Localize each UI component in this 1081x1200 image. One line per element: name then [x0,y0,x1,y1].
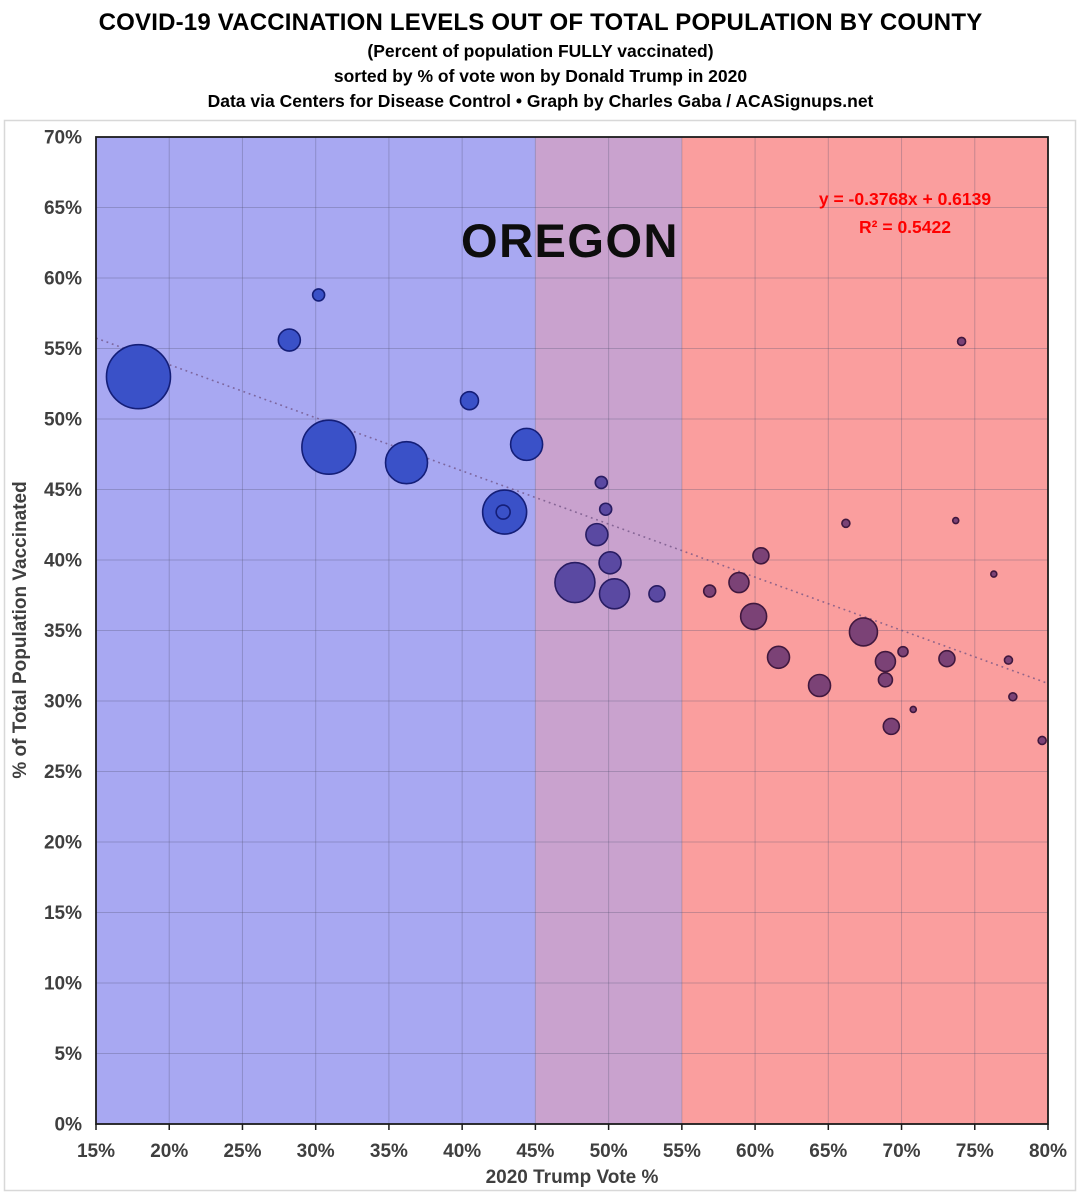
county-bubble [598,502,613,517]
county-bubble [766,645,791,670]
county-bubble [598,578,631,610]
y-axis-title: % of Total Population Vaccinated [10,481,31,778]
chart-subtitle: (Percent of population FULLY vaccinated) [367,41,714,61]
county-bubble [311,288,326,302]
county-bubble [509,427,544,462]
county-bubble [1003,655,1014,665]
county-bubble [1037,735,1047,746]
y-tick-label: 30% [44,692,82,713]
county-bubble [495,504,511,520]
y-tick-label: 20% [44,833,82,854]
trendline-equation: y = -0.3768x + 0.6139 [819,189,991,209]
chart-frame-border [3,119,1077,1192]
county-bubble [882,717,901,736]
y-tick-label: 25% [44,762,82,783]
county-bubble [648,585,666,603]
chart-title: COVID-19 VACCINATION LEVELS OUT OF TOTAL… [98,9,983,36]
county-bubble [752,546,770,565]
y-tick-label: 40% [44,551,82,572]
county-bubble [956,336,967,347]
county-bubble [585,522,609,547]
y-tick-label: 70% [44,128,82,149]
county-bubble [554,561,596,604]
y-tick-label: 50% [44,410,82,431]
chart-sort-note: sorted by % of vote won by Donald Trump … [333,66,748,86]
chart-credit: Data via Centers for Disease Control • G… [207,91,874,111]
county-bubble [909,705,918,714]
x-tick-label: 60% [736,1141,774,1162]
county-bubble [105,343,172,410]
county-bubble [277,328,302,352]
y-tick-label: 65% [44,198,82,219]
y-tick-label: 10% [44,974,82,995]
county-bubble [384,440,429,485]
county-bubble [702,584,717,598]
x-tick-label: 30% [297,1141,335,1162]
county-bubble [938,649,956,668]
zone-purple-swing [535,137,682,1124]
county-bubble [897,645,909,658]
x-tick-label: 50% [590,1141,628,1162]
x-tick-label: 55% [663,1141,701,1162]
y-tick-label: 15% [44,903,82,924]
x-tick-label: 65% [809,1141,847,1162]
county-bubble [739,602,768,631]
y-tick-label: 55% [44,339,82,360]
trendline-r-squared: R² = 0.5422 [859,217,951,237]
x-tick-label: 45% [516,1141,554,1162]
county-bubble [728,571,750,594]
county-bubble [301,419,357,476]
x-tick-label: 80% [1029,1141,1067,1162]
x-tick-label: 75% [956,1141,994,1162]
x-tick-label: 20% [150,1141,188,1162]
y-tick-label: 60% [44,269,82,290]
county-bubble [951,516,960,525]
county-bubble [459,390,480,411]
y-tick-label: 0% [55,1115,83,1136]
county-bubble [807,673,832,698]
y-tick-label: 45% [44,480,82,501]
county-bubble [877,672,894,688]
x-tick-label: 40% [443,1141,481,1162]
chart-header: COVID-19 VACCINATION LEVELS OUT OF TOTAL… [0,9,1081,112]
county-bubble [841,518,851,529]
trend-line [95,337,1049,685]
x-axis-title: 2020 Trump Vote % [486,1167,659,1188]
county-bubble [1008,691,1018,702]
x-tick-label: 70% [883,1141,921,1162]
county-bubble [848,617,879,647]
county-bubble [990,570,998,578]
county-bubble [594,475,609,490]
county-bubble [598,551,622,575]
state-label: OREGON [461,214,679,267]
y-tick-label: 5% [55,1044,83,1065]
zone-blue-lean [96,137,536,1124]
county-bubble [874,650,897,673]
plot-border [95,136,1049,1125]
y-tick-label: 35% [44,621,82,642]
x-tick-label: 35% [370,1141,408,1162]
x-tick-label: 15% [77,1141,115,1162]
x-tick-label: 25% [223,1141,261,1162]
